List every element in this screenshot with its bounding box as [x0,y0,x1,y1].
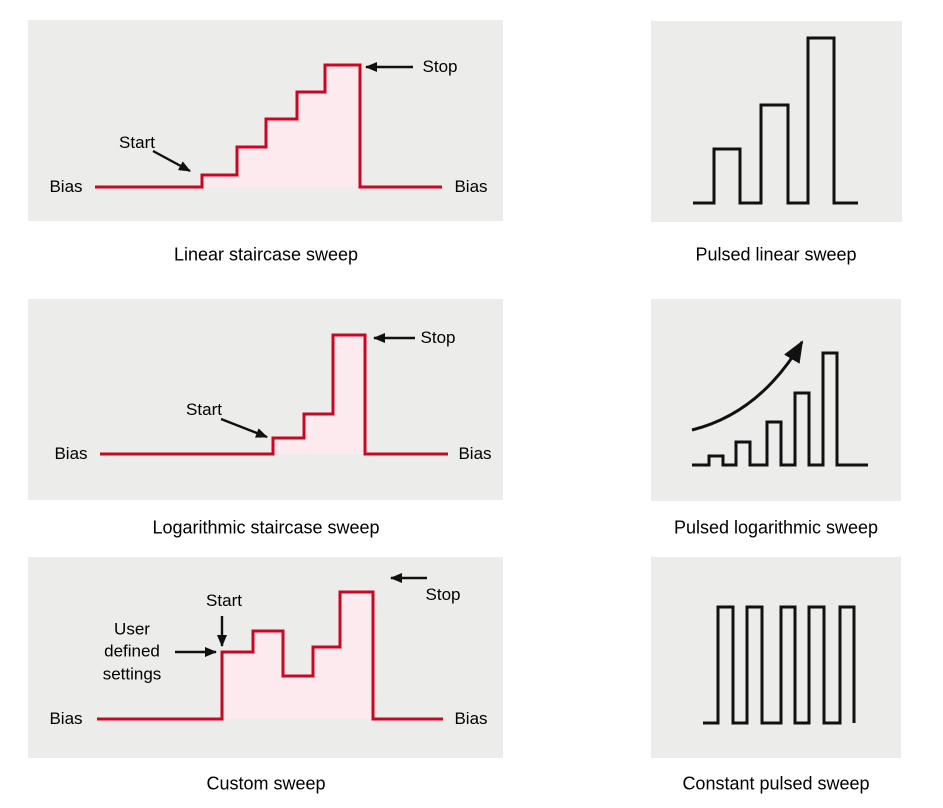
panel-pulsed-logarithmic-sweep [651,299,901,501]
caption-constant-pulsed-sweep: Constant pulsed sweep [682,773,870,794]
start-label: Start [186,399,222,419]
start-arrow [152,149,191,173]
panel-pulsed-linear-sweep [651,21,902,222]
stop-label: Stop [425,584,461,604]
custom-sweep-fill-area [222,592,373,719]
logarithmic-staircase-sweep-waveform [100,333,448,456]
constant-pulsed-sweep-waveform [703,605,856,725]
start-label: Start [206,590,242,610]
start-arrow [220,417,268,439]
stop-label: Stop [420,327,456,347]
caption-linear-staircase-sweep: Linear staircase sweep [173,244,359,265]
bias-label-left: Bias [54,443,88,463]
pulsed-logarithmic-sweep-waveform [692,351,868,467]
caption-logarithmic-staircase-sweep: Logarithmic staircase sweep [152,517,380,538]
bias-label-right: Bias [454,708,488,728]
caption-custom-sweep: Custom sweep [206,773,326,794]
linear-staircase-sweep-fill-area [202,65,360,187]
pulsed-linear-sweep-waveform [693,36,858,205]
start-label: Start [119,132,155,152]
bias-label-left: Bias [49,708,83,728]
user-defined-settings-label: User defined settings [102,619,162,684]
linear-staircase-sweep-waveform [95,63,442,189]
bias-label-right: Bias [454,176,488,196]
log-growth-arrow [691,340,804,432]
caption-pulsed-linear-sweep: Pulsed linear sweep [695,244,857,265]
custom-sweep-waveform [97,590,443,721]
logarithmic-staircase-sweep-fill-area [273,335,365,454]
bias-label-left: Bias [49,176,83,196]
caption-pulsed-logarithmic-sweep: Pulsed logarithmic sweep [673,517,879,538]
bias-label-right: Bias [458,443,492,463]
panel-logarithmic-staircase-sweep [28,299,503,500]
stop-label: Stop [422,56,458,76]
